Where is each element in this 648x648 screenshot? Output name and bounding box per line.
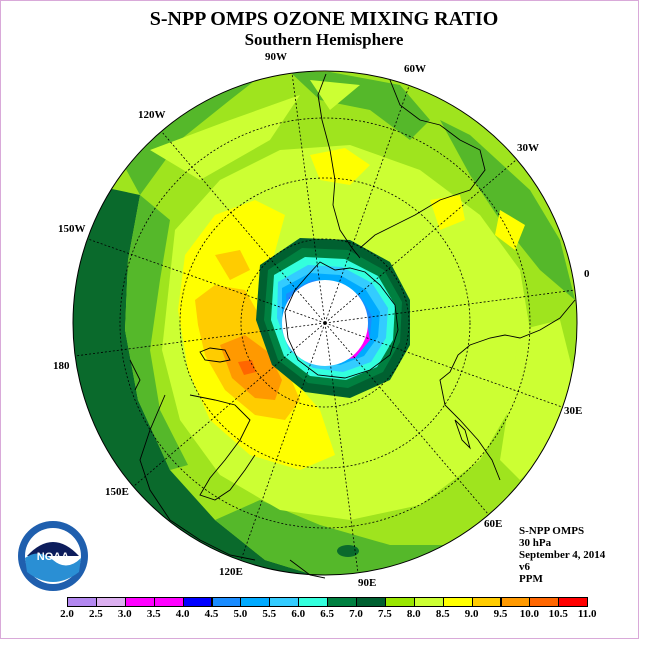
colorbar-label: 5.0	[233, 608, 248, 620]
info-instrument: S-NPP OMPS	[519, 525, 585, 537]
lon-label-90e: 90E	[358, 577, 377, 589]
map-subtitle: Southern Hemisphere	[244, 30, 404, 49]
coastlines	[129, 73, 576, 579]
colorbar-label: 7.5	[378, 608, 392, 620]
colorbar-swatch	[124, 597, 155, 607]
image-frame	[0, 0, 639, 639]
lon-label-30e: 30E	[564, 405, 583, 417]
ozone-field	[73, 71, 577, 575]
colorbar-label: 4.0	[175, 608, 190, 620]
graticule	[74, 72, 576, 574]
lon-label-180: 180	[53, 360, 70, 372]
colorbar-swatch	[153, 597, 184, 607]
map-boundary	[72, 70, 578, 576]
colorbar-swatch	[182, 597, 213, 607]
colorbar-swatch	[529, 597, 560, 607]
lon-label-30w: 30W	[517, 142, 539, 154]
colorbar-swatch	[211, 597, 242, 607]
colorbar-label: 8.0	[406, 608, 421, 620]
colorbar-label: 5.5	[262, 608, 277, 620]
colorbar-label: 9.0	[464, 608, 479, 620]
colorbar-label: 11.0	[577, 608, 597, 620]
info-block: S-NPP OMPS 30 hPa September 4, 2014 v6 P…	[519, 525, 605, 585]
colorbar-swatch	[95, 597, 126, 607]
colorbar-swatch	[413, 597, 444, 607]
colorbar-swatch	[356, 597, 386, 607]
info-version: v6	[519, 561, 530, 573]
lon-label-150e: 150E	[105, 486, 129, 498]
colorbar-label: 3.0	[117, 608, 132, 620]
colorbar-label: 3.5	[146, 608, 161, 620]
noaa-logo: NOAA	[18, 521, 88, 591]
colorbar-label: 10.0	[519, 608, 540, 620]
colorbar-label: 4.5	[204, 608, 219, 620]
colorbar-swatch	[240, 597, 271, 607]
lon-label-60w: 60W	[404, 63, 426, 75]
colorbar-label: 9.5	[493, 608, 508, 620]
info-date: September 4, 2014	[519, 549, 606, 561]
south-pole-marker	[323, 321, 327, 325]
colorbar-label: 2.5	[89, 608, 103, 620]
lon-label-120e: 120E	[219, 566, 243, 578]
colorbar-label: 6.5	[320, 608, 334, 620]
colorbar-swatch	[442, 597, 473, 607]
colorbar-swatch	[471, 597, 502, 607]
lon-label-90w: 90W	[265, 51, 287, 63]
colorbar-label: 10.5	[548, 608, 568, 620]
colorbar-swatch	[67, 597, 97, 607]
colorbar-label: 7.0	[349, 608, 363, 620]
lon-label-60e: 60E	[484, 518, 503, 530]
lon-label-150w: 150W	[58, 223, 86, 235]
map-title: S-NPP OMPS OZONE MIXING RATIO	[149, 8, 499, 30]
colorbar-swatch	[500, 597, 531, 607]
colorbar-swatch	[558, 597, 589, 607]
logo-text: NOAA	[37, 551, 69, 563]
colorbar-label: 6.0	[291, 608, 306, 620]
colorbar-swatch	[298, 597, 329, 607]
info-level: 30 hPa	[519, 537, 552, 549]
info-units: PPM	[519, 573, 543, 585]
colorbar-swatch	[384, 597, 415, 607]
colorbar-label: 2.0	[60, 608, 74, 620]
colorbar-label: 8.5	[435, 608, 450, 620]
lon-label-0: 0	[584, 268, 590, 280]
colorbar-swatch	[269, 597, 300, 607]
lon-label-120w: 120W	[138, 109, 166, 121]
colorbar-swatch	[327, 597, 357, 607]
